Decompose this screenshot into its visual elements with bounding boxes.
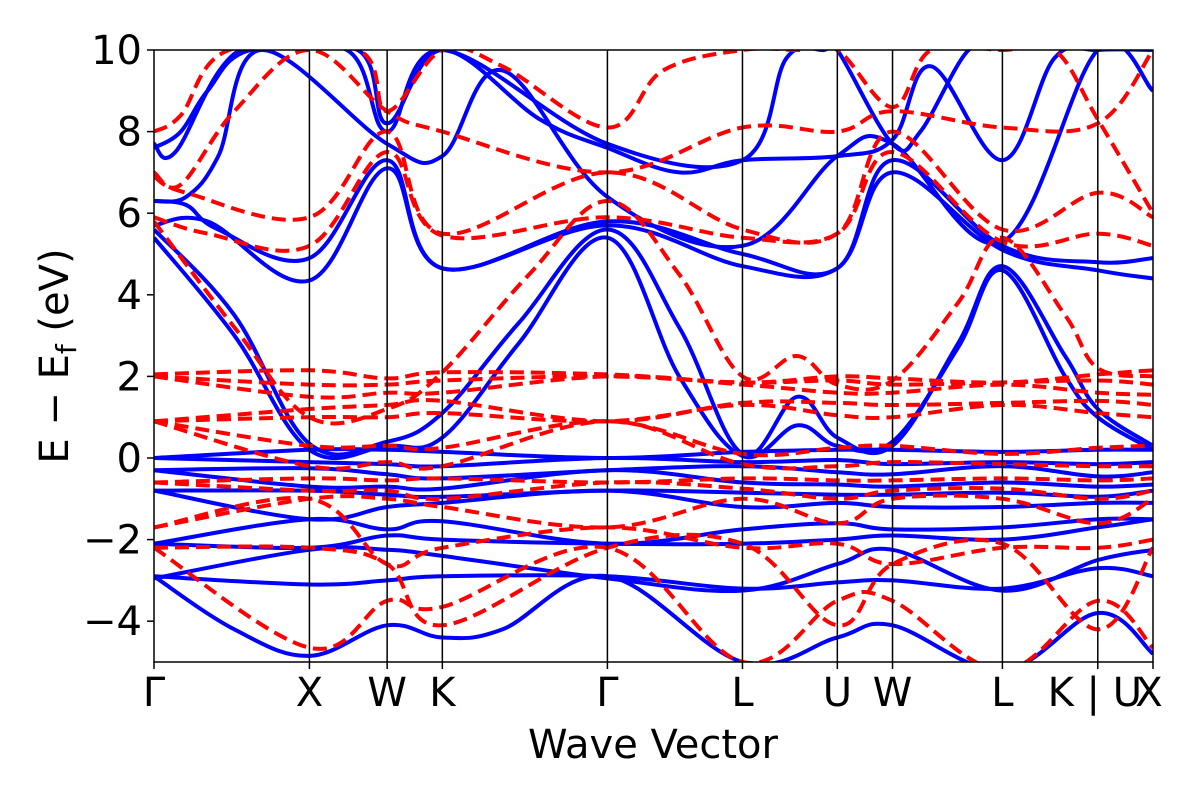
y-tick-label: 8 (117, 110, 142, 156)
y-axis-title-main: E − E (32, 354, 78, 464)
band-solid-16 (154, 50, 1153, 175)
band-dashed-9 (154, 398, 1153, 424)
band-solid-0 (154, 545, 1153, 594)
y-tick-label: 4 (117, 273, 142, 319)
x-tick-label: Γ (596, 670, 619, 716)
x-tick-label: K (429, 670, 457, 716)
y-axis-title-sub: f (50, 343, 83, 354)
band-dashed-1 (154, 532, 1153, 632)
y-tick-label: −4 (83, 599, 142, 645)
band-dashed-5 (154, 476, 1153, 485)
band-dashed-15 (154, 129, 1153, 245)
x-axis-title: Wave Vector (528, 722, 779, 768)
y-tick-label: −2 (83, 518, 142, 564)
x-tick-label: U (823, 670, 852, 716)
y-axis-ticks: −4 −2 0 2 4 6 8 10 (83, 28, 154, 645)
band-solid-1 (154, 565, 1153, 591)
band-solid-12 (154, 227, 1153, 458)
x-tick-label: W (873, 670, 913, 716)
plot-frame (153, 49, 1154, 663)
band-solid-4 (154, 516, 1153, 546)
band-solid-11 (154, 235, 1153, 461)
band-dashed-14 (154, 149, 1153, 253)
bands-layer (154, 50, 1153, 662)
kpoint-lines (308, 50, 1099, 662)
band-dashed-17 (154, 50, 1153, 215)
band-dashed-3 (154, 493, 1153, 530)
band-dashed-12 (154, 368, 1153, 385)
band-dashed-0 (154, 544, 1153, 662)
y-tick-label: 2 (117, 354, 142, 400)
band-solid-8 (154, 464, 1153, 481)
x-tick-label: X (1135, 670, 1162, 716)
y-axis-title-unit: (eV) (32, 248, 78, 344)
y-tick-label: 10 (91, 28, 142, 74)
band-dashed-4 (154, 480, 1153, 501)
y-tick-label: 0 (117, 436, 142, 482)
x-tick-label: X (296, 670, 323, 716)
y-axis-title: E − Ef (eV) (32, 248, 83, 463)
x-tick-label: W (367, 670, 407, 716)
x-tick-label: L (991, 670, 1014, 716)
x-tick-label: K | U (1048, 670, 1142, 716)
band-solid-15 (154, 50, 1153, 250)
band-solid-9 (154, 455, 1153, 469)
y-tick-label: 6 (117, 191, 142, 237)
band-dashed-7 (154, 419, 1153, 458)
band-solid-5 (154, 488, 1153, 522)
spin-down-bands (154, 50, 1153, 662)
band-dashed-13 (154, 199, 1153, 426)
x-tick-label: Γ (143, 670, 166, 716)
band-dashed-10 (154, 374, 1153, 400)
band-solid-17 (154, 50, 1003, 170)
band-solid-10 (154, 447, 1153, 460)
x-tick-label: L (731, 670, 754, 716)
